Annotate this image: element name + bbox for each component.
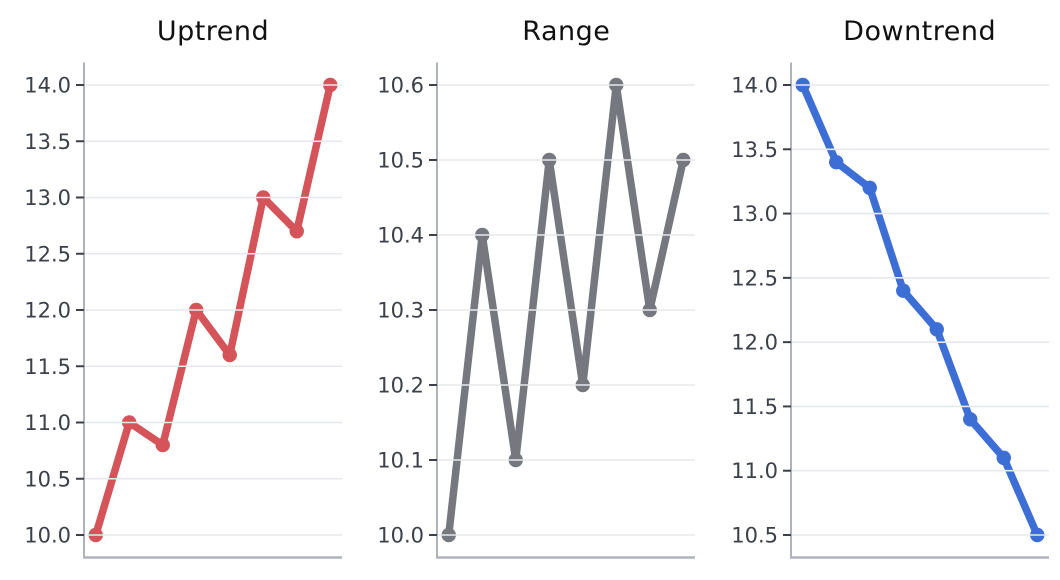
y-tick-label: 10.5 xyxy=(378,149,425,173)
y-tick-label: 10.2 xyxy=(378,374,425,398)
chart-title-range: Range xyxy=(522,16,611,47)
y-tick-label: 12.5 xyxy=(731,266,778,290)
chart-panel-uptrend: 10.0 10.5 11.0 11.5 12.0 12.5 13.0 13.5 14.0 Upt… xyxy=(0,0,353,580)
data-point xyxy=(862,180,877,196)
data-point xyxy=(222,347,237,363)
chart-title-uptrend: Uptrend xyxy=(156,16,270,47)
y-tick-label: 12.0 xyxy=(731,331,778,355)
y-tick-label: 10.3 xyxy=(378,299,425,323)
y-tick-label: 11.5 xyxy=(24,355,71,379)
chart-canvas-uptrend: 10.0 10.5 11.0 11.5 12.0 12.5 13.0 13.5 14.0 xyxy=(24,62,342,559)
y-tick-label: 11.0 xyxy=(24,411,71,435)
y-tick-label: 13.0 xyxy=(731,202,778,226)
y-tick-label: 10.0 xyxy=(378,524,425,548)
y-tick-label: 10.4 xyxy=(378,224,425,248)
chart-canvas-range: 10.0 10.1 10.2 10.3 10.4 10.5 10.6 xyxy=(378,62,696,559)
data-point xyxy=(996,450,1011,466)
y-tick-label: 11.5 xyxy=(731,395,778,419)
data-line xyxy=(445,81,688,539)
data-point xyxy=(828,154,844,170)
y-tick-label: 10.5 xyxy=(731,524,778,548)
data-point xyxy=(289,224,304,239)
chart-panel-range: 10.0 10.1 10.2 10.3 10.4 10.5 10.6 Range xyxy=(353,0,706,580)
y-tick-label: 12.0 xyxy=(24,299,71,323)
y-tick-label: 13.0 xyxy=(24,186,71,210)
y-tick-label: 10.1 xyxy=(378,449,425,473)
y-tick-label: 13.5 xyxy=(24,130,71,154)
chart-panel-downtrend: 10.5 11.0 11.5 12.0 12.5 13.0 13.5 14.0 Downtre… xyxy=(707,0,1060,580)
y-tick-label: 10.5 xyxy=(24,467,71,491)
data-point xyxy=(895,283,911,298)
y-tick-label: 13.5 xyxy=(731,138,778,162)
chart-title-downtrend: Downtrend xyxy=(843,16,997,47)
y-tick-label: 11.0 xyxy=(731,459,778,483)
y-tick-label: 10.0 xyxy=(24,524,71,548)
data-point xyxy=(155,437,170,453)
y-tick-label: 10.6 xyxy=(378,74,425,98)
data-point xyxy=(962,412,978,427)
data-line xyxy=(798,81,1041,539)
y-tick-label: 14.0 xyxy=(24,74,71,98)
data-point xyxy=(929,322,944,337)
y-tick-label: 14.0 xyxy=(731,74,778,98)
chart-canvas-downtrend: 10.5 11.0 11.5 12.0 12.5 13.0 13.5 14.0 xyxy=(731,62,1049,559)
y-tick-label: 12.5 xyxy=(24,242,71,266)
